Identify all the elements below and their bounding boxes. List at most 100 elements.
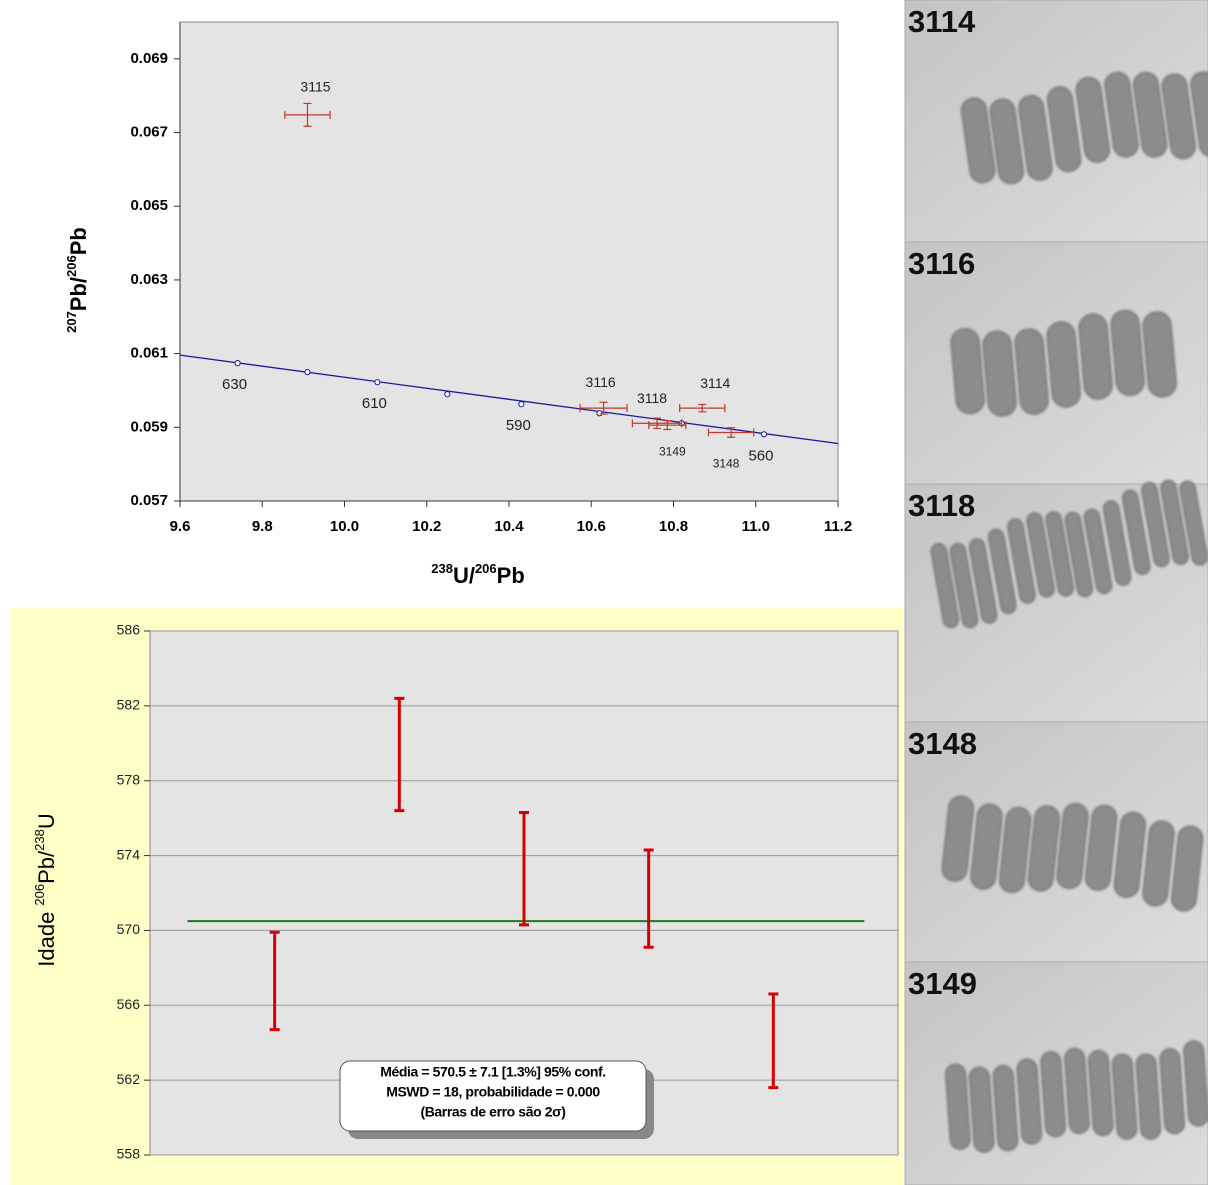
grain — [1085, 804, 1118, 891]
label-part: 206 — [475, 561, 497, 576]
x-tick-label: 11.2 — [824, 518, 852, 535]
grain — [968, 1066, 995, 1153]
grain-row — [961, 71, 1208, 185]
grain — [1113, 812, 1146, 898]
annotation-text: MSWD = 18, probabilidade = 0.000 — [386, 1084, 600, 1100]
label-part: 238 — [431, 561, 453, 576]
grain — [1141, 482, 1170, 568]
grain — [961, 97, 996, 184]
y-axis-label: Idade 206Pb/238U — [32, 813, 59, 967]
grain — [970, 803, 1003, 890]
point-label: 3118 — [637, 390, 667, 406]
y-error-bar — [653, 417, 662, 430]
grain — [1179, 480, 1208, 566]
x-tick-label: 10.6 — [577, 518, 606, 535]
error-bar — [768, 992, 779, 1090]
grain — [1045, 511, 1074, 597]
age-label: 630 — [222, 376, 247, 393]
grain — [1018, 95, 1053, 181]
x-axis-label: 238U/206Pb — [431, 561, 525, 588]
y-tick-label: 0.059 — [130, 418, 168, 435]
grain — [1014, 328, 1049, 415]
point-label: 3149 — [659, 444, 686, 458]
grain — [1110, 309, 1145, 396]
grain — [1142, 311, 1177, 398]
x-tick-label: 11.0 — [742, 518, 770, 535]
label-part: U/ — [453, 563, 475, 588]
grain — [1160, 479, 1189, 565]
y-tick-label: 570 — [117, 921, 141, 937]
panel-label: 3118 — [908, 488, 975, 523]
data-point — [284, 102, 331, 127]
age-label: 610 — [362, 395, 387, 412]
y-axis-label: 207Pb/206Pb — [64, 227, 91, 333]
annotation-text: (Barras de erro são 2σ) — [420, 1104, 565, 1120]
grain — [1016, 1058, 1042, 1145]
grain — [950, 328, 985, 415]
y-tick-label: 0.065 — [130, 197, 168, 214]
x-tick-label: 10.4 — [494, 518, 524, 535]
y-tick-label: 0.067 — [130, 124, 168, 141]
label-part: 206 — [32, 884, 47, 906]
y-tick-label: 562 — [117, 1071, 141, 1087]
grain — [1026, 512, 1055, 598]
concordia-marker — [596, 410, 603, 417]
grain — [1007, 518, 1036, 604]
age-label: 590 — [506, 417, 531, 434]
grain — [1135, 1053, 1162, 1140]
grain — [1183, 1040, 1208, 1127]
y-tick-label: 586 — [117, 622, 141, 638]
concordia-marker — [760, 431, 768, 438]
grain — [982, 330, 1017, 417]
error-bar — [269, 930, 280, 1032]
grain — [1171, 825, 1204, 912]
point-label: 3116 — [586, 374, 616, 390]
grain — [1111, 1053, 1138, 1140]
y-tick-label: 0.057 — [130, 492, 168, 509]
error-bar — [519, 811, 529, 927]
grain — [1104, 71, 1139, 158]
grain — [989, 98, 1024, 185]
grain — [1040, 1051, 1066, 1138]
concordia-marker — [374, 379, 381, 386]
grain — [992, 1065, 1019, 1152]
age-label: 560 — [748, 447, 773, 464]
grain — [1064, 512, 1093, 597]
grain-row — [930, 479, 1208, 629]
y-tick-label: 582 — [117, 697, 141, 713]
grain — [1064, 1048, 1090, 1134]
label-part: 238 — [32, 829, 47, 851]
x-tick-label: 10.2 — [412, 518, 441, 535]
x-tick-label: 9.6 — [170, 518, 191, 535]
concordia-marker — [518, 401, 525, 408]
y-error-bar — [599, 401, 608, 415]
label-part: Pb/ — [66, 277, 91, 311]
grain — [1122, 489, 1151, 575]
grain — [1078, 313, 1113, 400]
grain — [949, 543, 979, 629]
x-tick-label: 10.8 — [659, 518, 688, 535]
grain — [1046, 321, 1081, 408]
annotation-box — [339, 1060, 647, 1132]
grain — [945, 1063, 971, 1150]
grain — [999, 807, 1032, 893]
panel-label: 3149 — [908, 966, 977, 1001]
y-tick-label: 566 — [117, 996, 141, 1012]
label-part: 206 — [64, 255, 79, 277]
annotation-text: Média = 570.5 ± 7.1 [1.3%] 95% conf. — [380, 1064, 606, 1080]
label-part: 207 — [64, 311, 79, 333]
label-part: Pb — [66, 227, 91, 255]
grain — [1133, 71, 1168, 158]
error-bar — [643, 848, 654, 949]
label-part: Pb/ — [34, 850, 59, 884]
grain-row — [945, 1040, 1208, 1153]
grain — [1103, 500, 1132, 586]
data-point — [707, 427, 755, 438]
panel-label: 3116 — [908, 246, 975, 281]
concordia-marker — [444, 391, 451, 398]
grain — [1027, 805, 1060, 892]
y-tick-label: 558 — [117, 1146, 141, 1162]
y-error-bar — [698, 403, 707, 413]
concordia-line — [179, 354, 839, 445]
